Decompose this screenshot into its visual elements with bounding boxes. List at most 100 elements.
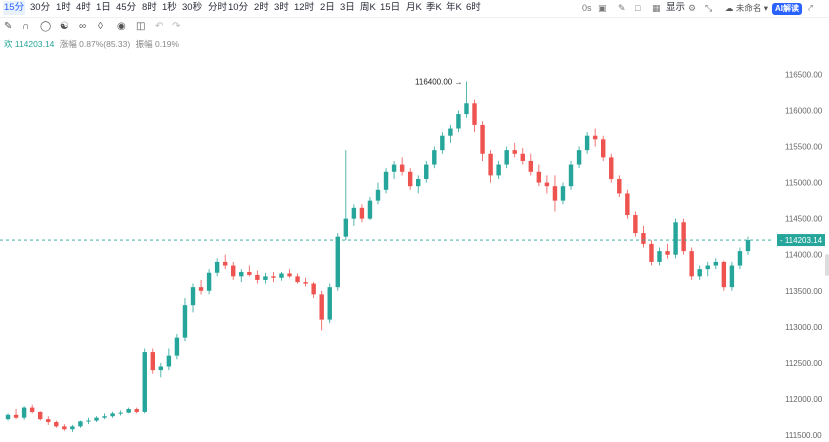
price-tick-10: 111500.00 (785, 431, 822, 440)
candle-body-64 (520, 153, 525, 161)
candle-body-78 (633, 215, 638, 234)
interval-0[interactable]: 15分 (3, 1, 26, 15)
interval-4[interactable]: 1日 (96, 2, 111, 13)
candle-body-44 (359, 207, 365, 219)
candle-body-39 (319, 294, 324, 320)
interval-11[interactable]: 2时 (254, 2, 269, 13)
candle-body-59 (480, 124, 485, 154)
camera-icon[interactable]: ▣ (598, 3, 607, 13)
candle-body-51 (416, 178, 421, 187)
candle-body-53 (432, 150, 437, 165)
interval-14[interactable]: 2日 (320, 2, 335, 13)
price-tick-0: 116500.00 (785, 70, 823, 79)
layout-name[interactable]: ☁ 未命名 ▾ (725, 3, 769, 13)
candle-body-82 (665, 251, 670, 255)
price-tick-5: 114000.00 (785, 251, 823, 260)
candle-body-12 (102, 416, 107, 418)
show-label[interactable]: 显示 (666, 2, 686, 13)
lock-icon[interactable]: ◯ (40, 21, 52, 32)
candle-body-24 (198, 287, 204, 291)
fullscreen-icon[interactable]: ⤡ (705, 3, 713, 13)
candle-body-35 (287, 273, 292, 277)
candle-body-14 (118, 412, 123, 414)
interval-21[interactable]: 6时 (466, 2, 481, 13)
candle-body-55 (448, 128, 453, 136)
candle-body-8 (70, 426, 75, 430)
candle-body-9 (78, 421, 83, 427)
candle-body-7 (62, 426, 67, 430)
hide-icon[interactable]: ◉ (117, 21, 126, 32)
edit-icon[interactable]: ✎ (618, 3, 626, 13)
interval-10[interactable]: 10分 (228, 2, 249, 13)
trash-icon[interactable]: ◫ (136, 21, 146, 32)
candle-body-92 (745, 240, 751, 252)
interval-15[interactable]: 3日 (340, 2, 355, 13)
candle-body-77 (625, 193, 630, 216)
settings-icon[interactable]: ⚙ (688, 3, 697, 13)
candle-body-72 (584, 135, 590, 151)
interval-2[interactable]: 1时 (56, 2, 71, 13)
share-icon[interactable]: ⤤ (808, 3, 814, 13)
comment-icon[interactable]: □ (635, 3, 641, 13)
drawing-toolbar: ✎ ∩ ◯ ☯ ∞ ◊ ◉ ◫ ↶ ↷ (0, 19, 200, 35)
candle-body-6 (54, 422, 59, 427)
candle-body-10 (86, 420, 91, 422)
visibility-icon[interactable]: ☯ (60, 21, 69, 32)
interval-3[interactable]: 4时 (76, 2, 91, 13)
ai-analysis-button[interactable]: AI解读 (772, 3, 802, 15)
candle-body-45 (367, 200, 373, 219)
interval-8[interactable]: 30秒 (182, 2, 203, 13)
candle-body-46 (375, 189, 381, 201)
interval-7[interactable]: 1秒 (162, 2, 177, 13)
undo-icon[interactable]: ↶ (155, 21, 164, 32)
interval-9[interactable]: 分时 (208, 2, 228, 13)
scroll-handle[interactable] (825, 254, 829, 276)
legend-amplitude: 振幅 0.19% (135, 39, 180, 49)
candle-body-88 (713, 261, 719, 266)
candle-body-84 (681, 222, 686, 252)
candle-body-80 (649, 243, 654, 262)
candle-body-81 (657, 251, 662, 262)
candlestick-chart[interactable]: 116500.00 116000.00 115500.00 115000.00 1145… (0, 50, 829, 442)
interval-20[interactable]: 年K (446, 2, 462, 13)
interval-1[interactable]: 30分 (30, 2, 51, 13)
candle-body-86 (697, 269, 702, 277)
candle-body-33 (271, 276, 276, 278)
interval-19[interactable]: 季K (426, 2, 442, 13)
interval-prefix[interactable]: 0s (582, 3, 592, 13)
layers-icon[interactable]: ◊ (98, 21, 103, 32)
redo-icon[interactable]: ↷ (172, 21, 181, 32)
candle-body-28 (231, 265, 236, 277)
candle-body-16 (134, 409, 139, 412)
price-tick-1: 116000.00 (785, 106, 823, 115)
interval-6[interactable]: 8时 (142, 2, 157, 13)
candle-body-31 (255, 274, 260, 280)
interval-16[interactable]: 周K (360, 2, 376, 13)
candle-body-56 (456, 114, 461, 129)
candle-body-58 (472, 103, 477, 125)
layout-name-text: 未命名 (735, 3, 762, 13)
interval-18[interactable]: 月K (406, 2, 422, 13)
candle-body-57 (464, 103, 469, 115)
last-price-text: - 114203.14 (780, 236, 823, 245)
candle-body-21 (174, 337, 180, 356)
interval-12[interactable]: 3时 (274, 2, 289, 13)
candle-body-13 (110, 413, 115, 417)
interval-17[interactable]: 15日 (380, 2, 401, 13)
ruler-icon[interactable]: ✎ (4, 21, 13, 32)
candle-body-61 (496, 164, 501, 176)
candle-body-23 (190, 287, 196, 306)
candle-body-87 (705, 265, 710, 270)
top-toolbar: 15分 30分 1时 4时 1日 45分 8时 1秒 30秒 分时 10分 2时 3时 12时 2日 3日 周K… (0, 0, 829, 18)
candle-body-0 (5, 414, 11, 420)
legend-change: 涨幅 0.87%(85.33) (59, 39, 131, 49)
grid-icon[interactable]: ▦ (652, 3, 661, 13)
interval-5[interactable]: 45分 (116, 2, 137, 13)
magnet-icon[interactable]: ∩ (22, 21, 30, 32)
candle-body-68 (552, 186, 558, 201)
link-icon[interactable]: ∞ (79, 21, 87, 32)
interval-13[interactable]: 12时 (294, 2, 315, 13)
candle-body-73 (592, 135, 598, 140)
candle-body-19 (158, 366, 164, 371)
candle-body-22 (182, 305, 188, 338)
